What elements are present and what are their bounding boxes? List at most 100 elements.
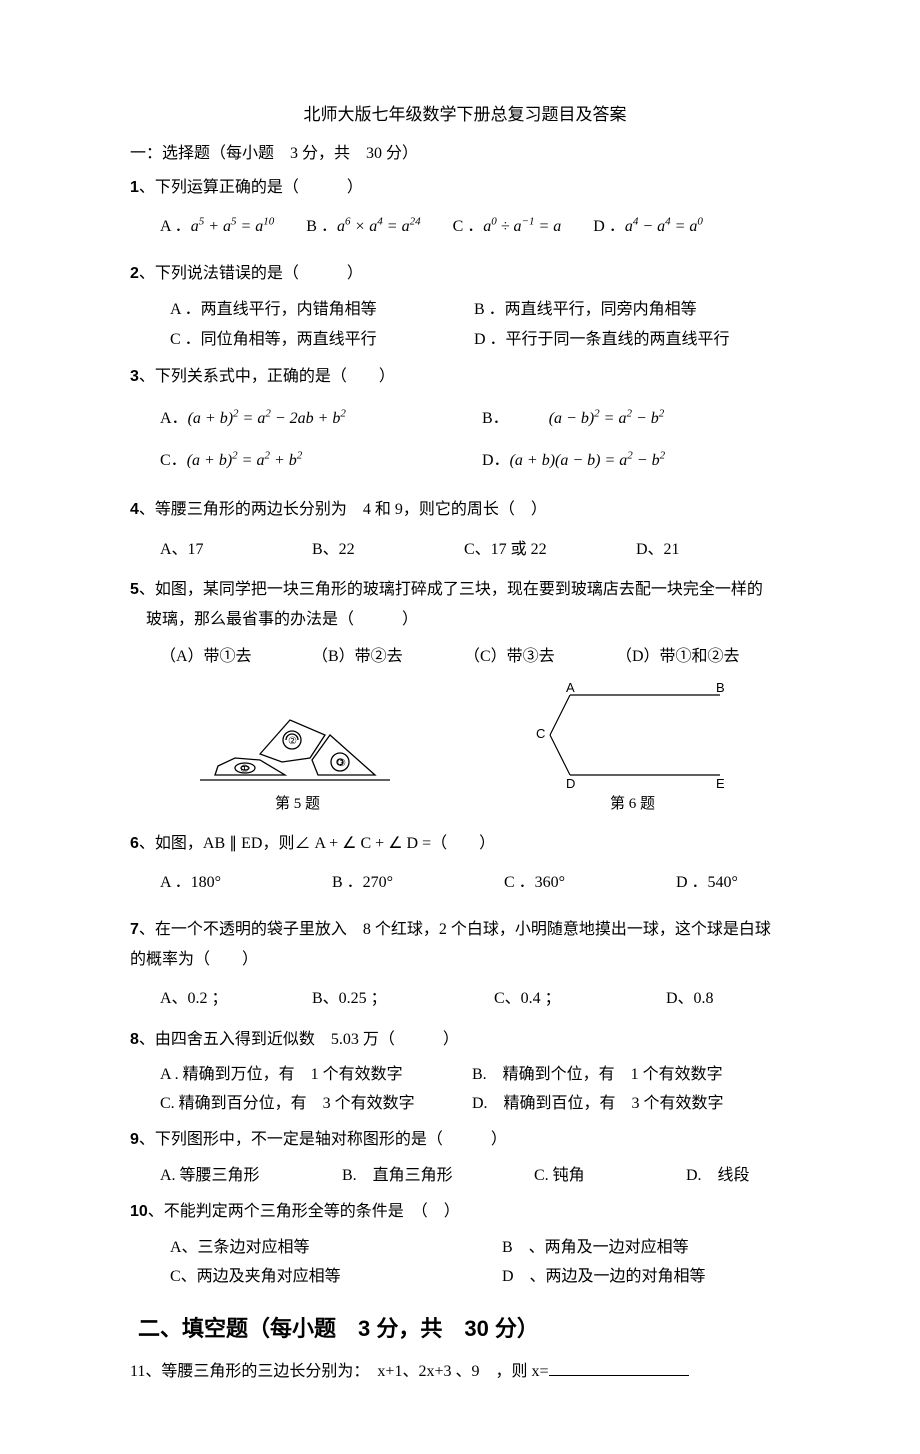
question-7: 7、在一个不透明的袋子里放入 8 个红球，2 个白球，小明随意地摸出一球，这个球… [130,915,800,976]
q6-stem: 、如图，AB ∥ ED，则∠ A + ∠ C + ∠ D =（ ） [139,835,495,852]
q7-C: C、0.4 ； [494,981,634,1016]
q5-stem2: 玻璃，那么最省事的办法是（ ） [130,611,418,628]
q7-A: A、0.2 ； [160,981,280,1016]
q10-B: B 、两角及一边对应相等 [502,1234,689,1263]
q2-D: D ．平行于同一条直线的两直线平行 [474,325,774,355]
q2-A: A ．两直线平行，内错角相等 [170,295,470,325]
q3-A: A．(a + b)2 = a2 − 2ab + b2 [160,398,450,440]
cap-q6: 第 6 题 [610,792,655,813]
q8-options: A . 精确到万位，有 1 个有效数字 B. 精确到个位，有 1 个有效数字 C… [160,1061,800,1119]
worksheet-page: 北师大版七年级数学下册总复习题目及答案 一：选择题（每小题 3 分，共 30 分… [0,0,920,1454]
q4-stem: 、等腰三角形的两边长分别为 4 和 9，则它的周长（ ） [139,501,547,518]
q5-C: （C）带③去 [464,642,584,672]
question-2: 2、下列说法错误的是（ ） [130,259,800,289]
q4-C: C、17 或 22 [464,532,604,567]
q7-D: D、0.8 [666,981,714,1016]
q8-stem: 、由四舍五入得到近似数 5.03 万（ ） [139,1031,459,1048]
q7-B: B、0.25 ； [312,981,462,1016]
figure-q5: ① ② ③ [190,680,400,790]
q1-options: A ．a5 + a5 = a10 B ．a6 × a4 = a24 C ．a0 … [160,209,800,244]
question-9: 9、下列图形中，不一定是轴对称图形的是（ ） [130,1125,800,1155]
q9-C: C. 钝角 [534,1161,654,1191]
question-5: 5、如图，某同学把一块三角形的玻璃打碎成了三块，现在要到玻璃店去配一块完全一样的… [130,575,800,636]
label-C: C [536,726,545,741]
question-8: 8、由四舍五入得到近似数 5.03 万（ ） [130,1025,800,1055]
q5-A: （A）带①去 [160,642,280,672]
label-D: D [566,776,575,790]
q1-optB: B ．a6 × a4 = a24 [306,209,420,244]
label-E: E [716,776,725,790]
q1-optC: C ．a0 ÷ a−1 = a [453,209,562,244]
q3-D: D．(a + b)(a − b) = a2 − b2 [482,440,665,482]
q3-stem: 、下列关系式中，正确 [139,368,299,385]
question-6: 6、如图，AB ∥ ED，则∠ A + ∠ C + ∠ D =（ ） [130,829,800,859]
qnum-3: 3 [130,368,139,385]
q2-options: A ．两直线平行，内错角相等 B ．两直线平行，同旁内角相等 C ．同位角相等，… [170,295,800,356]
q6-D: D ．540° [676,865,738,900]
qnum-5: 5 [130,581,139,598]
qnum-4: 4 [130,501,139,518]
q9-options: A. 等腰三角形 B. 直角三角形 C. 钝角 D. 线段 [160,1161,800,1191]
question-1: 1、下列运算正确的是（ ） [130,173,800,203]
qnum-6: 6 [130,835,139,852]
q9-B: B. 直角三角形 [342,1161,502,1191]
q5-stem1: 、如图，某同学把一块三角形的玻璃打碎成了三块，现在要到玻璃店去配一块完全一样的 [139,581,763,598]
q9-D: D. 线段 [686,1161,750,1191]
qnum-2: 2 [130,265,139,282]
q8-D: D. 精确到百位，有 3 个有效数字 [472,1090,724,1119]
q10-C: C、两边及夹角对应相等 [170,1263,470,1292]
q7-options: A、0.2 ； B、0.25 ； C、0.4 ； D、0.8 [160,981,800,1016]
q2-stem: 、下列说法错误的是（ ） [139,265,363,282]
q3-C: C．(a + b)2 = a2 + b2 [160,440,450,482]
qnum-10: 10 [130,1203,148,1220]
qnum-1: 1 [130,179,139,196]
q5-D: （D）带①和②去 [616,642,740,672]
q1-stem: 、下列运算正确 [139,179,251,196]
q3-B: B． (a − b)2 = a2 − b2 [482,398,664,440]
q4-D: D、21 [636,532,680,567]
q8-A: A . 精确到万位，有 1 个有效数字 [160,1061,440,1090]
svg-text:③: ③ [337,758,346,769]
q10-A: A、三条边对应相等 [170,1234,470,1263]
label-B: B [716,680,725,695]
qnum-9: 9 [130,1131,139,1148]
svg-text:②: ② [288,736,297,747]
figure-q6: A B C D E [520,680,740,790]
q11-blank [549,1361,689,1376]
q7-stem1: 、在一个不透明的袋子里放入 8 个红球，2 个白球，小明随意地摸出一球，这个球是… [139,921,771,938]
q10-options: A、三条边对应相等 B 、两角及一边对应相等 C、两边及夹角对应相等 D 、两边… [170,1234,800,1292]
figure-captions: 第 5 题 第 6 题 [130,792,800,813]
cap-q5: 第 5 题 [275,792,320,813]
q5-options: （A）带①去 （B）带②去 （C）带③去 （D）带①和②去 [160,642,800,672]
q2-C: C ．同位角相等，两直线平行 [170,325,470,355]
section1-heading: 一：选择题（每小题 3 分，共 30 分） [130,139,800,163]
section2-heading: 二、填空题（每小题 3 分，共 30 分） [138,1311,800,1343]
qnum-7: 7 [130,921,139,938]
q9-stem-tail: 是轴对称图形的是（ ） [299,1131,507,1148]
qnum-11: 11、 [130,1363,161,1380]
q10-stem: 、不能判定两个三角形全等的条件是 （ ） [148,1203,460,1220]
svg-text:①: ① [240,764,249,775]
q6-options: A ．180° B ．270° C ．360° D ．540° [160,865,800,900]
q2-B: B ．两直线平行，同旁内角相等 [474,295,774,325]
question-3: 3、下列关系式中，正确的是（ ） [130,362,800,392]
q4-A: A、17 [160,532,280,567]
q11-stem: 等腰三角形的三边长分别为： x+1、2x+3 、9 ，则 x= [161,1363,548,1380]
q5-B: （B）带②去 [312,642,432,672]
q8-B: B. 精确到个位，有 1 个有效数字 [472,1061,723,1090]
q3-row2: C．(a + b)2 = a2 + b2 D．(a + b)(a − b) = … [160,440,800,482]
q3-row1: A．(a + b)2 = a2 − 2ab + b2 B． (a − b)2 =… [160,398,800,440]
q7-stem2: 的概率为（ ） [130,951,258,968]
q4-options: A、17 B、22 C、17 或 22 D、21 [160,532,800,567]
question-11: 11、等腰三角形的三边长分别为： x+1、2x+3 、9 ，则 x= [130,1357,800,1387]
q8-C: C. 精确到百分位，有 3 个有效数字 [160,1090,440,1119]
qnum-8: 8 [130,1031,139,1048]
q1-tail: 的是（ ） [251,179,363,196]
question-4: 4、等腰三角形的两边长分别为 4 和 9，则它的周长（ ） [130,495,800,525]
q4-B: B、22 [312,532,432,567]
q6-B: B ．270° [332,865,472,900]
q3-tail: 的是（ ） [299,368,395,385]
q6-A: A ．180° [160,865,300,900]
q9-A: A. 等腰三角形 [160,1161,310,1191]
q1-optA: A ．a5 + a5 = a10 [160,209,274,244]
